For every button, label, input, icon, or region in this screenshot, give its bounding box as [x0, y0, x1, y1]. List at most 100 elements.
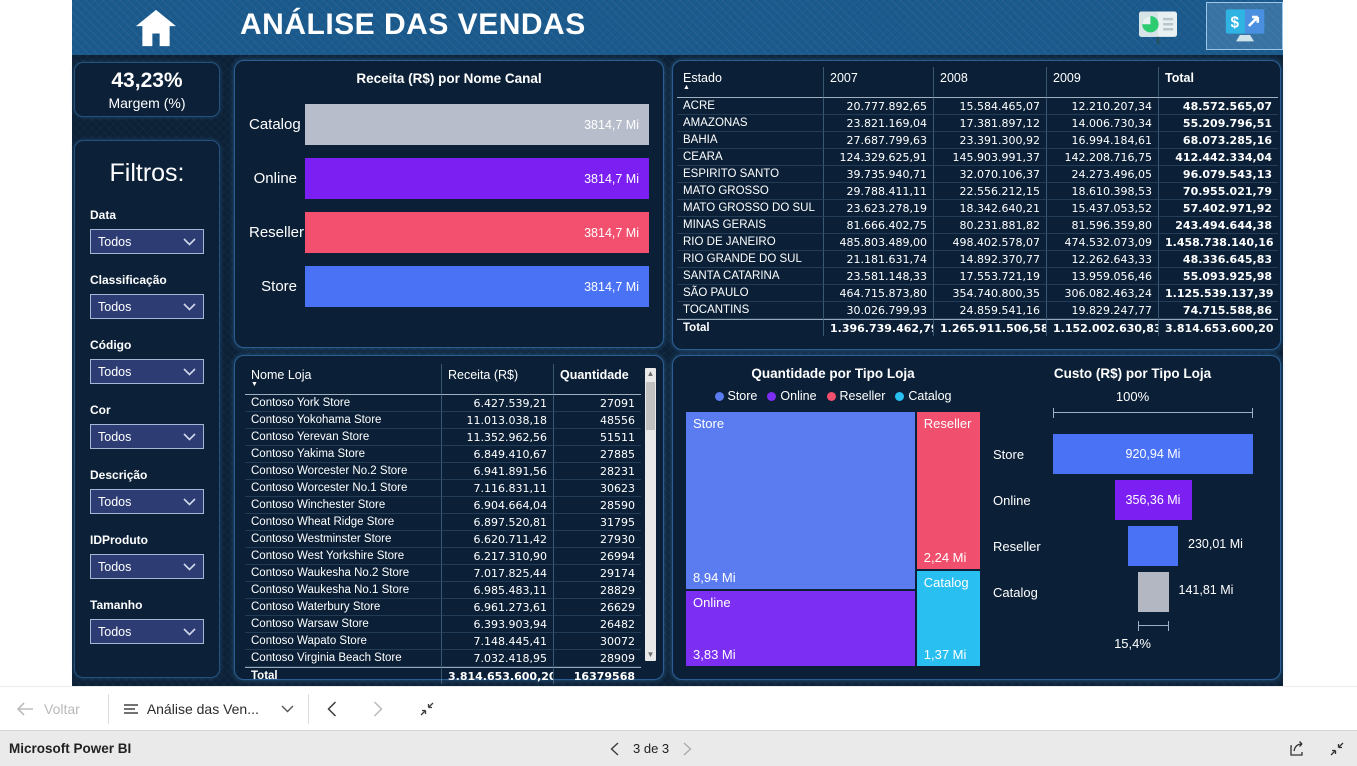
table-cell[interactable]: MATO GROSSO [677, 183, 823, 200]
table-cell[interactable]: 23.581.148,33 [823, 268, 933, 285]
bar-reseller[interactable]: 3814,7 Mi [305, 212, 649, 253]
table-cell[interactable]: 74.715.588,86 [1158, 302, 1278, 319]
next-page-icon[interactable] [683, 741, 692, 756]
table-cell[interactable]: 1.125.539.137,39 [1158, 285, 1278, 302]
column-header[interactable]: Estado ▲ [677, 67, 823, 98]
column-header[interactable]: 2008 [933, 67, 1046, 98]
legend-item-reseller[interactable]: Reseller [826, 389, 885, 403]
funnel-bar-catalog[interactable] [1137, 572, 1169, 612]
table-cell[interactable]: 27091 [553, 395, 641, 412]
home-icon[interactable] [134, 8, 178, 48]
table-cell[interactable]: 15.437.053,52 [1046, 200, 1158, 217]
bar-catalog[interactable]: 3814,7 Mi [305, 104, 649, 145]
table-cell[interactable]: 243.494.644,38 [1158, 217, 1278, 234]
table-cell[interactable]: 23.391.300,92 [933, 132, 1046, 149]
table-cell[interactable]: Contoso Winchester Store [245, 497, 441, 514]
prev-page-icon[interactable] [610, 741, 619, 756]
table-cell[interactable]: Contoso Yokohama Store [245, 412, 441, 429]
table-cell[interactable]: 26629 [553, 599, 641, 616]
table-cell[interactable]: Contoso Worcester No.1 Store [245, 480, 441, 497]
scroll-up-icon[interactable]: ▲ [646, 369, 655, 378]
table-cell[interactable]: 26482 [553, 616, 641, 633]
collapse-view-icon[interactable] [401, 701, 453, 717]
filter-dropdown-idproduto[interactable]: Todos [90, 554, 204, 579]
table-cell[interactable]: 21.181.631,74 [823, 251, 933, 268]
table-cell[interactable]: 19.829.247,77 [1046, 302, 1158, 319]
table-cell[interactable]: 124.329.625,91 [823, 149, 933, 166]
table-cell[interactable]: 6.941.891,56 [441, 463, 553, 480]
table-cell[interactable]: 68.073.285,16 [1158, 132, 1278, 149]
filter-dropdown-descrição[interactable]: Todos [90, 489, 204, 514]
table-cell[interactable]: Contoso Westminster Store [245, 531, 441, 548]
table-cell[interactable]: Contoso Warsaw Store [245, 616, 441, 633]
table-cell[interactable]: Contoso Waterbury Store [245, 599, 441, 616]
table-cell[interactable]: 23.821.169,04 [823, 115, 933, 132]
table-cell[interactable]: 39.735.940,71 [823, 166, 933, 183]
column-header[interactable]: Quantidade [553, 364, 641, 395]
table-cell[interactable]: 70.955.021,79 [1158, 183, 1278, 200]
table-cell[interactable]: 31795 [553, 514, 641, 531]
table-cell[interactable]: Contoso Worcester No.2 Store [245, 463, 441, 480]
exit-fullscreen-icon[interactable] [1329, 741, 1345, 757]
table-cell[interactable]: 28231 [553, 463, 641, 480]
table-cell[interactable]: 15.584.465,07 [933, 98, 1046, 115]
table-cell[interactable]: 6.427.539,21 [441, 395, 553, 412]
table-cell[interactable]: 55.209.796,51 [1158, 115, 1278, 132]
bar-online[interactable]: 3814,7 Mi [305, 158, 649, 199]
funnel-bar-online[interactable]: 356,36 Mi [1114, 480, 1192, 520]
table-cell[interactable]: Contoso Wapato Store [245, 633, 441, 650]
table-cell[interactable]: 48.572.565,07 [1158, 98, 1278, 115]
table-cell[interactable]: SÃO PAULO [677, 285, 823, 302]
table-cell[interactable]: 485.803.489,00 [823, 234, 933, 251]
prev-page-button[interactable] [309, 700, 355, 717]
column-header[interactable]: Total [1158, 67, 1278, 98]
column-header[interactable]: Receita (R$) [441, 364, 553, 395]
table-cell[interactable]: 464.715.873,80 [823, 285, 933, 302]
presentation-chart-icon[interactable] [1132, 6, 1184, 50]
table-cell[interactable]: 22.556.212,15 [933, 183, 1046, 200]
legend-item-online[interactable]: Online [767, 389, 817, 403]
table-cell[interactable]: 20.777.892,65 [823, 98, 933, 115]
table-cell[interactable]: 27885 [553, 446, 641, 463]
table-cell[interactable]: CEARA [677, 149, 823, 166]
table-cell[interactable]: Contoso Waukesha No.2 Store [245, 565, 441, 582]
treemap-block-online[interactable]: Online 3,83 Mi [685, 590, 916, 667]
filter-dropdown-cor[interactable]: Todos [90, 424, 204, 449]
legend-item-store[interactable]: Store [714, 389, 757, 403]
scroll-down-icon[interactable]: ▼ [646, 650, 655, 659]
table-cell[interactable]: 24.859.541,16 [933, 302, 1046, 319]
table-cell[interactable]: 81.596.359,80 [1046, 217, 1158, 234]
table-cell[interactable]: 32.070.106,37 [933, 166, 1046, 183]
table-cell[interactable]: BAHIA [677, 132, 823, 149]
table-cell[interactable]: Contoso Yerevan Store [245, 429, 441, 446]
table-cell[interactable]: 498.402.578,07 [933, 234, 1046, 251]
table-cell[interactable]: 14.006.730,34 [1046, 115, 1158, 132]
column-header[interactable]: Nome Loja ▼ [245, 364, 441, 395]
table-cell[interactable]: 16.994.184,61 [1046, 132, 1158, 149]
table-cell[interactable]: TOCANTINS [677, 302, 823, 319]
table-cell[interactable]: 23.623.278,19 [823, 200, 933, 217]
table-cell[interactable]: 7.116.831,11 [441, 480, 553, 497]
treemap-block-catalog[interactable]: Catalog 1,37 Mi [915, 569, 981, 667]
table-cell[interactable]: 18.610.398,53 [1046, 183, 1158, 200]
table-cell[interactable]: 6.985.483,11 [441, 582, 553, 599]
table-cell[interactable]: 145.903.991,37 [933, 149, 1046, 166]
table-cell[interactable]: Contoso Virginia Beach Store [245, 650, 441, 667]
table-cell[interactable]: 17.381.897,12 [933, 115, 1046, 132]
column-header[interactable]: 2007 [823, 67, 933, 98]
table-cell[interactable]: 306.082.463,24 [1046, 285, 1158, 302]
table-cell[interactable]: Contoso Waukesha No.1 Store [245, 582, 441, 599]
table-cell[interactable]: 142.208.716,75 [1046, 149, 1158, 166]
table-cell[interactable]: 28829 [553, 582, 641, 599]
table-cell[interactable]: 7.017.825,44 [441, 565, 553, 582]
table-cell[interactable]: 96.079.543,13 [1158, 166, 1278, 183]
table-cell[interactable]: 80.231.881,82 [933, 217, 1046, 234]
table-cell[interactable]: 14.892.370,77 [933, 251, 1046, 268]
table-cell[interactable]: Contoso Yakima Store [245, 446, 441, 463]
table-cell[interactable]: 1.458.738.140,16 [1158, 234, 1278, 251]
bar-store[interactable]: 3814,7 Mi [305, 266, 649, 307]
table-cell[interactable]: 29.788.411,11 [823, 183, 933, 200]
table-cell[interactable]: 6.897.520,81 [441, 514, 553, 531]
table-cell[interactable]: SANTA CATARINA [677, 268, 823, 285]
table-cell[interactable]: MATO GROSSO DO SUL [677, 200, 823, 217]
